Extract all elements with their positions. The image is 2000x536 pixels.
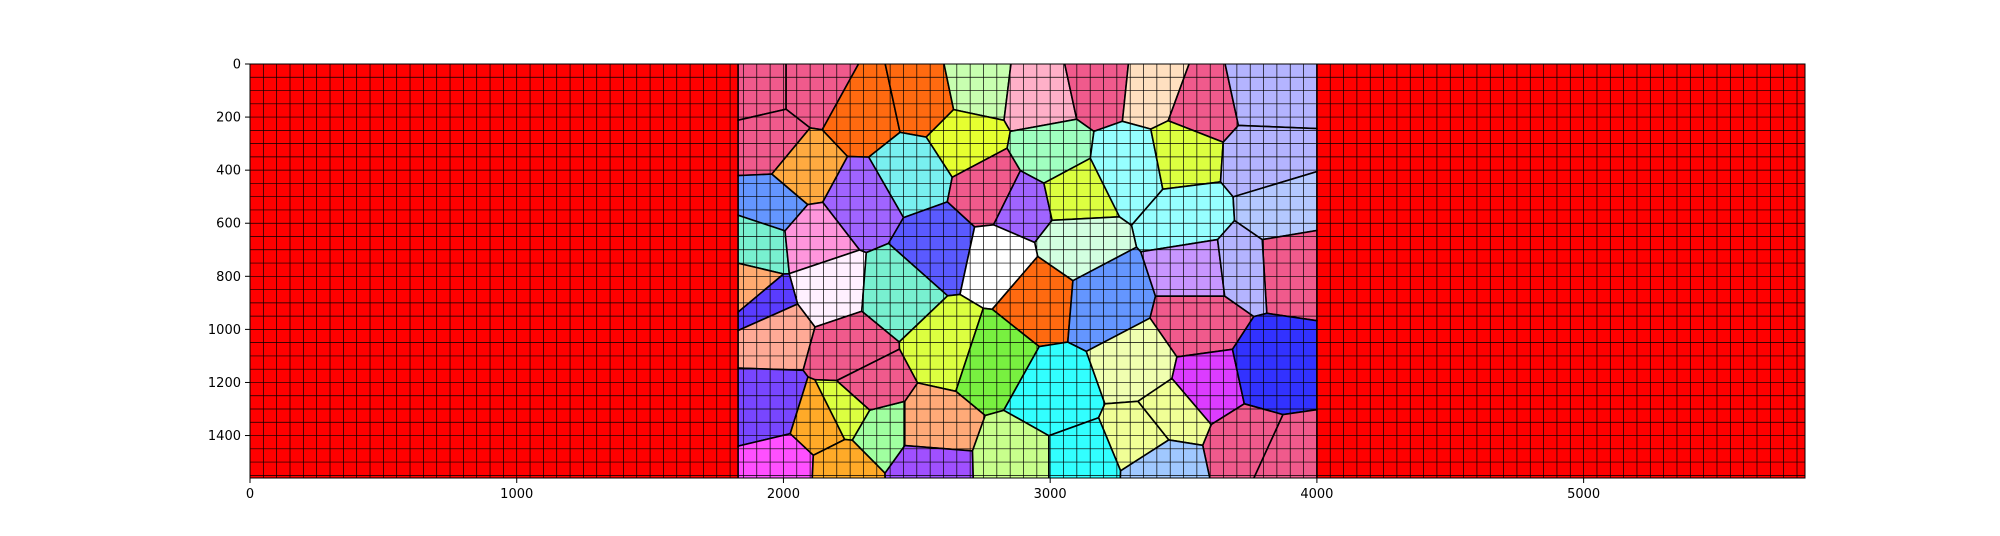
grain-region <box>1233 313 1317 414</box>
y-tick-label: 800 <box>216 270 241 285</box>
y-tick-label: 600 <box>216 217 241 232</box>
x-tick-label: 5000 <box>1567 487 1600 502</box>
plot-area <box>250 62 1805 480</box>
grain-region <box>1262 231 1317 321</box>
x-tick-label: 1000 <box>500 487 533 502</box>
grain-region <box>1225 62 1317 129</box>
y-tick-label: 200 <box>216 111 241 126</box>
grain-regions <box>738 62 1317 480</box>
x-tick-label: 3000 <box>1034 487 1067 502</box>
y-tick-label: 0 <box>233 58 241 73</box>
x-tick-label: 0 <box>246 487 254 502</box>
y-tick-label: 400 <box>216 164 241 179</box>
y-tick-label: 1200 <box>208 376 241 391</box>
y-tick-label: 1400 <box>208 429 241 444</box>
y-tick-label: 1000 <box>208 323 241 338</box>
x-tick-label: 4000 <box>1300 487 1333 502</box>
x-tick-label: 2000 <box>767 487 800 502</box>
